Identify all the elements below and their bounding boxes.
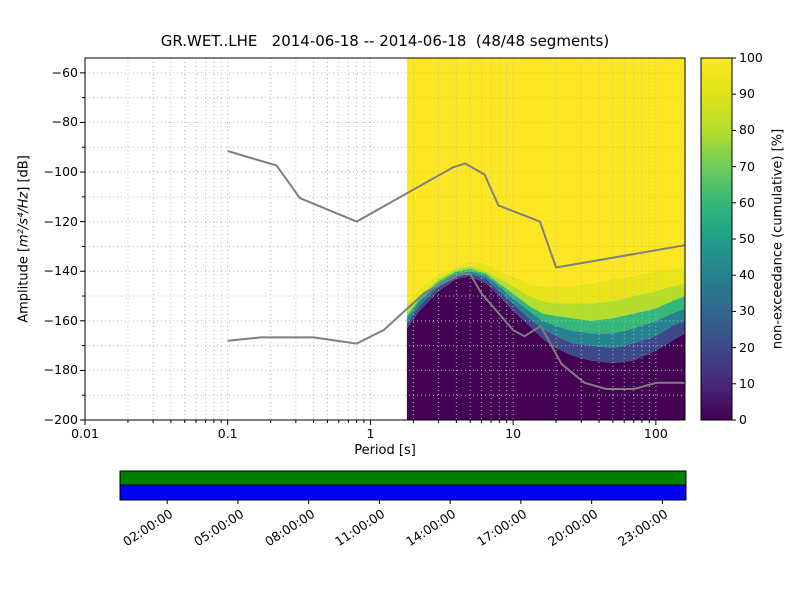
x-tick-label: 0.01 bbox=[71, 426, 99, 441]
y-tick-label: −140 bbox=[43, 263, 78, 279]
x-axis-label: Period [s] bbox=[354, 443, 416, 458]
coverage-data-bar bbox=[119, 470, 687, 486]
plot-title: GR.WET..LHE 2014-06-18 -- 2014-06-18 (48… bbox=[160, 32, 610, 50]
nlnm-noise-model-line bbox=[227, 273, 686, 390]
x-tick-label: 1 bbox=[366, 426, 375, 441]
plot-frame bbox=[84, 57, 686, 421]
colorbar-tick-label: 40 bbox=[739, 267, 755, 283]
colorbar-label: non-exceedance (cumulative) [%] bbox=[770, 128, 786, 350]
y-tick-label: −80 bbox=[51, 114, 78, 130]
colorbar-tick-label: 90 bbox=[739, 86, 755, 102]
ppsd-band-p50-p70 bbox=[406, 268, 685, 334]
x-tick-label: 0.1 bbox=[217, 426, 238, 441]
ppsd-band-p90-p100 bbox=[406, 261, 685, 311]
colorbar-tick-label: 0 bbox=[739, 412, 747, 427]
colorbar-tick-label: 10 bbox=[739, 375, 755, 391]
ppsd-band-p70-p90 bbox=[406, 266, 685, 321]
ppsd-band-0-10 bbox=[406, 276, 685, 420]
y-axis-label: Amplitude [m²/s⁴/Hz] [dB] bbox=[17, 155, 32, 323]
y-tick-label: −180 bbox=[43, 362, 78, 378]
colorbar-tick-label: 30 bbox=[739, 303, 755, 319]
colorbar-tick-label: 20 bbox=[739, 339, 755, 355]
y-axis-label-pre: Amplitude [ bbox=[16, 246, 32, 323]
y-tick-label: −120 bbox=[43, 213, 78, 229]
x-tick-label: 10 bbox=[505, 426, 522, 441]
y-tick-label: −200 bbox=[43, 412, 78, 427]
x-tick-label: 100 bbox=[643, 426, 668, 441]
colorbar-tick-label: 50 bbox=[739, 231, 755, 246]
colorbar-tick-label: 80 bbox=[739, 122, 755, 138]
nhnm-noise-model-line bbox=[227, 150, 686, 269]
y-tick-label: −60 bbox=[51, 64, 78, 80]
colorbar-tick-label: 60 bbox=[739, 194, 755, 210]
ppsd-band-100 bbox=[406, 58, 685, 304]
colorbar bbox=[700, 57, 733, 421]
coverage-time-bar bbox=[119, 484, 687, 501]
colorbar-tick-label: 70 bbox=[739, 158, 755, 174]
colorbar-tick-label: 100 bbox=[739, 50, 763, 65]
y-tick-label: −160 bbox=[43, 312, 78, 328]
y-tick-label: −100 bbox=[43, 164, 78, 180]
